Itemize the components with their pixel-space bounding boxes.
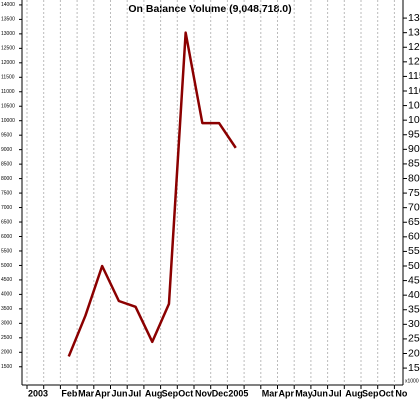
x-tick-label: Sep (362, 388, 379, 398)
chart-title: On Balance Volume (9,048,718.0) (128, 3, 291, 15)
y-tick-label: 3000 (1, 321, 12, 327)
y-tick-label: 7000 (1, 205, 12, 211)
y2-tick-label: 130 (408, 26, 420, 38)
y2-tick-label: 105 (408, 99, 420, 111)
y-tick-label: 5500 (1, 248, 12, 254)
y-tick-label: 1500 (1, 364, 12, 370)
x-tick-label: No (395, 388, 407, 398)
y-tick-label: 2000 (1, 350, 12, 356)
x-tick-label: Oct (178, 388, 193, 398)
x-tick-label: Feb (61, 388, 78, 398)
y-tick-label: 14000 (1, 2, 15, 8)
y2-tick-label: 55 (408, 245, 420, 257)
y-tick-label: 9500 (1, 133, 12, 139)
y-tick-label: 2500 (1, 335, 12, 341)
y2-tick-label: 90 (408, 143, 420, 155)
y2-tick-label: 100 (408, 114, 420, 126)
x-tick-label: Dec (212, 388, 229, 398)
y-tick-label: 8000 (1, 176, 12, 182)
x-tick-label: Mar (78, 388, 95, 398)
y2-tick-label: 125 (408, 41, 420, 53)
y-tick-label: 7500 (1, 190, 12, 196)
y-tick-label: 10000 (1, 118, 15, 124)
y2-tick-label: 30 (408, 318, 420, 330)
x-tick-label: Apr (279, 388, 295, 398)
y2-tick-label: 50 (408, 260, 420, 272)
x-tick-label: Apr (95, 388, 111, 398)
y2-unit: x1000 (405, 378, 419, 384)
x-tick-label: Aug (145, 388, 163, 398)
y-tick-label: 9000 (1, 147, 12, 153)
y-tick-label: 5000 (1, 263, 12, 269)
x-tick-label: Jul (329, 388, 342, 398)
y2-tick-label: 65 (408, 216, 420, 228)
y2-tick-label: 115 (408, 70, 420, 82)
x-tick-label: Sep (162, 388, 179, 398)
y2-tick-label: 20 (408, 347, 420, 359)
x-tick-label: Jul (128, 388, 141, 398)
y2-tick-label: 110 (408, 85, 420, 97)
y-tick-label: 6000 (1, 234, 12, 240)
x-tick-label: Oct (379, 388, 394, 398)
series-line (67, 31, 237, 357)
y2-tick-label: 40 (408, 289, 420, 301)
x-tick-label: Nov (195, 388, 212, 398)
y-tick-label: 12000 (1, 60, 15, 66)
y2-tick-label: 85 (408, 158, 420, 170)
y-tick-label: 4000 (1, 292, 12, 298)
y2-tick-label: 35 (408, 304, 420, 316)
x-tick-label: May (295, 388, 313, 398)
y2-tick-label: 95 (408, 129, 420, 141)
y-tick-label: 10500 (1, 104, 15, 110)
y-tick-label: 6500 (1, 219, 12, 225)
y-tick-label: 11500 (1, 75, 15, 81)
x-tick-label: Jun (112, 388, 128, 398)
y2-tick-label: 75 (408, 187, 420, 199)
y-tick-label: 8500 (1, 161, 12, 167)
y-tick-label: 13000 (1, 31, 15, 37)
y2-tick-label: 70 (408, 201, 420, 213)
x-tick-label: 2005 (228, 388, 248, 398)
x-tick-label: Jun (312, 388, 328, 398)
y2-tick-label: 80 (408, 172, 420, 184)
y-tick-label: 11000 (1, 89, 15, 95)
y2-tick-label: 135 (408, 12, 420, 24)
y2-tick-label: 15 (408, 362, 420, 374)
y-tick-label: 3500 (1, 306, 12, 312)
y2-tick-label: 25 (408, 333, 420, 345)
x-tick-label: Aug (345, 388, 363, 398)
y-tick-label: 12500 (1, 46, 15, 52)
y-tick-label: 13500 (1, 17, 15, 23)
y2-tick-label: 45 (408, 274, 420, 286)
x-tick-label: Mar (262, 388, 279, 398)
y2-tick-label: 120 (408, 56, 420, 68)
x-tick-label: 2003 (28, 388, 48, 398)
y2-tick-label: 60 (408, 231, 420, 243)
y-tick-label: 4500 (1, 277, 12, 283)
